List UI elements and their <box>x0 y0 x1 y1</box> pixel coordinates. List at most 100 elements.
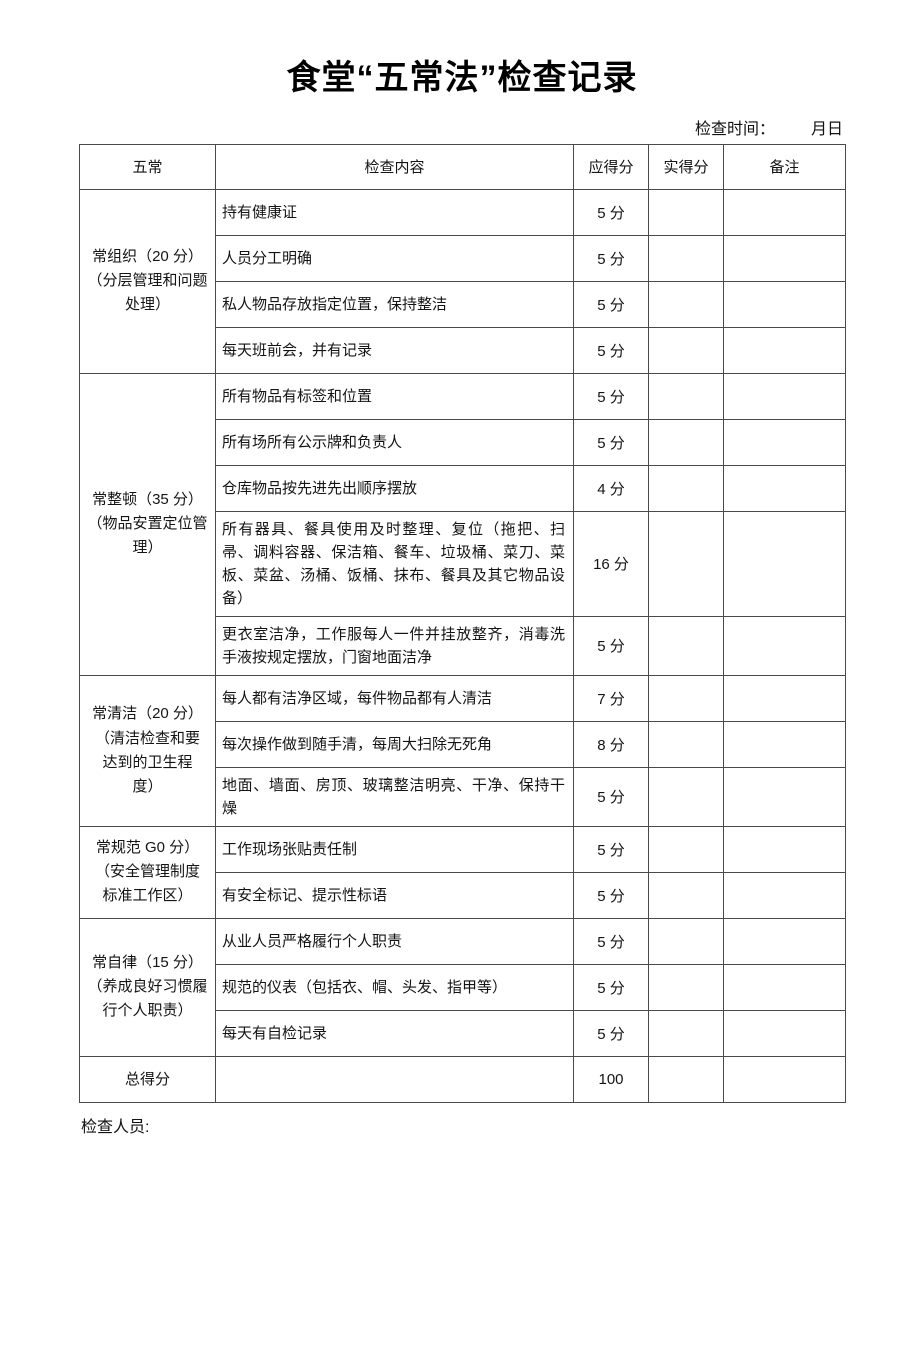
expected-score-cell: 8 分 <box>573 720 649 768</box>
category-cell: 常整顿（35 分） （物品安置定位管 理） <box>79 372 216 676</box>
remarks-cell <box>723 188 846 236</box>
table-row: 常组织（20 分） （分层管理和问题 处理） 持有健康证 5 分 <box>79 188 846 374</box>
actual-score-cell <box>648 615 724 676</box>
check-item-content: 从业人员严格履行个人职责 <box>215 917 574 965</box>
document-sheet: 食堂“五常法”检查记录 检查时间： 月日 五常 检查内容 应得分 实得分 备注 常… <box>0 58 920 1137</box>
remarks-cell <box>723 464 846 512</box>
remarks-cell <box>723 372 846 420</box>
category-label-line: 达到的卫生程 <box>102 753 193 771</box>
expected-score-cell: 5 分 <box>573 825 649 873</box>
remarks-cell <box>723 510 846 617</box>
table-row: 更衣室洁净，工作服每人一件并挂放整齐，消毒洗手液按规定摆放，门窗地面洁净 5 分 <box>80 615 846 676</box>
remarks-cell <box>723 418 846 466</box>
inspection-time-label: 检查时间： <box>694 120 775 138</box>
category-label-line: （养成良好习惯履 <box>87 978 208 996</box>
category-cell: 常规范 G0 分） （安全管理制度 标准工作区） <box>79 825 216 919</box>
category-label-line: 常清洁（20 分） <box>92 705 203 723</box>
check-item-content: 更衣室洁净，工作服每人一件并挂放整齐，消毒洗手液按规定摆放，门窗地面洁净 <box>215 615 574 676</box>
actual-score-cell <box>648 418 724 466</box>
inspection-time-line: 检查时间： 月日 <box>79 115 843 139</box>
category-label-line: 处理） <box>124 296 170 314</box>
remarks-cell <box>723 234 846 282</box>
inspection-table: 五常 检查内容 应得分 实得分 备注 常组织（20 分） （分层管理和问题 处理） 持… <box>79 143 846 1103</box>
total-expected-score-cell: 100 <box>573 1055 649 1103</box>
category-label-line: 常规范 G0 分） <box>95 838 200 856</box>
category-label-line: 理） <box>132 539 163 557</box>
check-item-content: 人员分工明确 <box>215 234 574 282</box>
check-item-content: 每天班前会，并有记录 <box>215 326 574 374</box>
total-actual-score-cell <box>648 1055 724 1103</box>
check-item-content: 所有器具、餐具使用及时整理、复位（拖把、扫帚、调料容器、保洁箱、餐车、垃圾桶、菜… <box>215 510 574 617</box>
category-label-line: （分层管理和问题 <box>87 272 208 290</box>
category-label-line: （物品安置定位管 <box>87 515 208 533</box>
column-header-category: 五常 <box>79 143 216 190</box>
category-label-line: （清洁检查和要 <box>94 729 200 747</box>
actual-score-cell <box>648 1009 724 1057</box>
actual-score-cell <box>648 720 724 768</box>
actual-score-cell <box>648 326 724 374</box>
remarks-cell <box>723 1009 846 1057</box>
expected-score-cell: 5 分 <box>573 234 649 282</box>
total-remarks-cell <box>723 1055 846 1103</box>
remarks-cell <box>723 280 846 328</box>
expected-score-cell: 4 分 <box>573 464 649 512</box>
total-score-label: 总得分 <box>79 1055 216 1103</box>
header-row: 五常 检查内容 应得分 实得分 备注 <box>79 143 846 190</box>
expected-score-cell: 5 分 <box>573 615 649 676</box>
check-item-content: 每人都有洁净区域，每件物品都有人清洁 <box>215 674 574 722</box>
remarks-cell <box>723 963 846 1011</box>
table-row: 每天有自检记录 5 分 <box>80 1009 846 1057</box>
remarks-cell <box>723 917 846 965</box>
remarks-cell <box>723 766 846 827</box>
table-row: 常自律（15 分） （养成良好习惯履 行个人职责） 从业人员严格履行个人职责 5 分 <box>79 917 846 1057</box>
actual-score-cell <box>648 917 724 965</box>
category-cell: 常清洁（20 分） （清洁检查和要 达到的卫生程 度） <box>79 674 216 827</box>
actual-score-cell <box>648 372 724 420</box>
column-header-actual-score: 实得分 <box>648 143 724 190</box>
expected-score-cell: 5 分 <box>573 188 649 236</box>
inspector-label: 检查人员: <box>81 1118 150 1136</box>
category-label-line: 标准工作区） <box>102 887 193 905</box>
expected-score-cell: 5 分 <box>573 766 649 827</box>
category-label-line: 常整顿（35 分） <box>92 490 203 508</box>
check-item-content: 仓库物品按先进先出顺序摆放 <box>215 464 574 512</box>
actual-score-cell <box>648 674 724 722</box>
actual-score-cell <box>648 963 724 1011</box>
table-row: 常清洁（20 分） （清洁检查和要 达到的卫生程 度） 每人都有洁净区域，每件物品都有人… <box>79 674 846 827</box>
expected-score-cell: 5 分 <box>573 326 649 374</box>
table-row: 规范的仪表（包括衣、帽、头发、指甲等） 5 分 <box>80 963 846 1011</box>
expected-score-cell: 5 分 <box>573 372 649 420</box>
table-row: 常整顿（35 分） （物品安置定位管 理） 所有物品有标签和位置 5 分 <box>79 372 846 676</box>
remarks-cell <box>723 871 846 919</box>
expected-score-cell: 5 分 <box>573 871 649 919</box>
table-row: 有安全标记、提示性标语 5 分 <box>80 871 846 919</box>
category-label-line: 度） <box>132 778 163 796</box>
actual-score-cell <box>648 234 724 282</box>
column-header-remarks: 备注 <box>723 143 846 190</box>
total-content-cell <box>215 1055 574 1103</box>
table-row: 地面、墙面、房顶、玻璃整洁明亮、干净、保持干燥 5 分 <box>80 766 846 827</box>
expected-score-cell: 5 分 <box>573 917 649 965</box>
actual-score-cell <box>648 188 724 236</box>
category-cell: 常自律（15 分） （养成良好习惯履 行个人职责） <box>79 917 216 1057</box>
check-item-content: 持有健康证 <box>215 188 574 236</box>
table-row: 每次操作做到随手清，每周大扫除无死角 8 分 <box>80 720 846 768</box>
table-row: 所有器具、餐具使用及时整理、复位（拖把、扫帚、调料容器、保洁箱、餐车、垃圾桶、菜… <box>80 510 846 617</box>
category-label-line: 常组织（20 分） <box>92 247 203 265</box>
table-header: 五常 检查内容 应得分 实得分 备注 <box>79 143 846 190</box>
check-item-content: 所有物品有标签和位置 <box>215 372 574 420</box>
column-header-content: 检查内容 <box>215 143 574 190</box>
check-item-content: 有安全标记、提示性标语 <box>215 871 574 919</box>
remarks-cell <box>723 720 846 768</box>
table-row: 每天班前会，并有记录 5 分 <box>80 326 846 374</box>
actual-score-cell <box>648 825 724 873</box>
column-header-expected-score: 应得分 <box>573 143 649 190</box>
table-row: 人员分工明确 5 分 <box>80 234 846 282</box>
total-score-row: 总得分 100 <box>79 1055 846 1103</box>
check-item-content: 规范的仪表（包括衣、帽、头发、指甲等） <box>215 963 574 1011</box>
page-title: 食堂“五常法”检查记录 <box>286 59 638 97</box>
actual-score-cell <box>648 510 724 617</box>
inspection-table-body: 常组织（20 分） （分层管理和问题 处理） 持有健康证 5 分人员分工明确 5 分私人物… <box>79 188 846 1103</box>
actual-score-cell <box>648 464 724 512</box>
actual-score-cell <box>648 280 724 328</box>
